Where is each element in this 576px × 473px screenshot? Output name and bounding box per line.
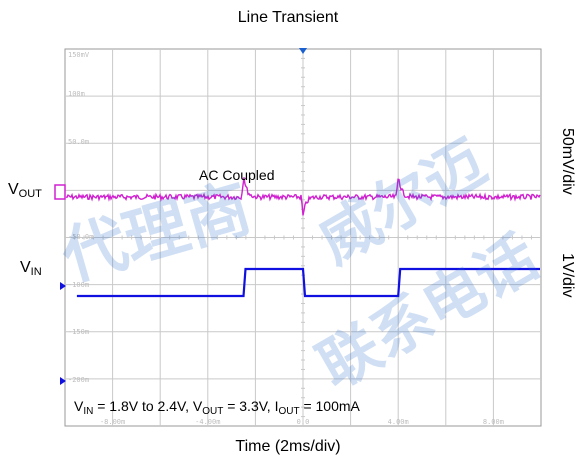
vin-channel-marker	[60, 282, 66, 290]
x-tick-label: 8.00m	[483, 418, 504, 426]
x-tick-label: 4.00m	[388, 418, 409, 426]
y-tick-label: 100m	[68, 90, 85, 98]
vout-scale-label: 50mV/div	[559, 128, 576, 195]
vout-channel-label: VOUT	[8, 181, 42, 200]
vin-channel-label: VIN	[20, 259, 42, 278]
x-tick-label: -4.00m	[195, 418, 220, 426]
ac-coupled-label: AC Coupled	[199, 167, 275, 183]
vout-trace	[65, 177, 541, 216]
y-tick-label: -100m	[68, 281, 89, 289]
vin-scale-label: 1V/div	[559, 253, 576, 298]
chart-title: Line Transient	[237, 9, 339, 26]
x-axis-label: Time (2ms/div)	[235, 438, 341, 455]
x-tick-label: -8.00m	[100, 418, 125, 426]
y-tick-label: -50.0m	[68, 233, 93, 241]
y-tick-label: -200m	[68, 376, 89, 384]
test-conditions: VIN = 1.8V to 2.4V, VOUT = 3.3V, IOUT = …	[74, 398, 360, 417]
y-tick-label: -150m	[68, 328, 89, 336]
vin-trace	[76, 267, 540, 298]
y-tick-label: 150mV	[68, 51, 90, 59]
x-tick-label: 0.0	[297, 418, 310, 426]
trigger-marker	[299, 48, 307, 54]
vout-channel-marker	[54, 184, 66, 200]
y-tick-label: 50.0m	[68, 138, 89, 146]
ground-marker	[60, 377, 66, 385]
